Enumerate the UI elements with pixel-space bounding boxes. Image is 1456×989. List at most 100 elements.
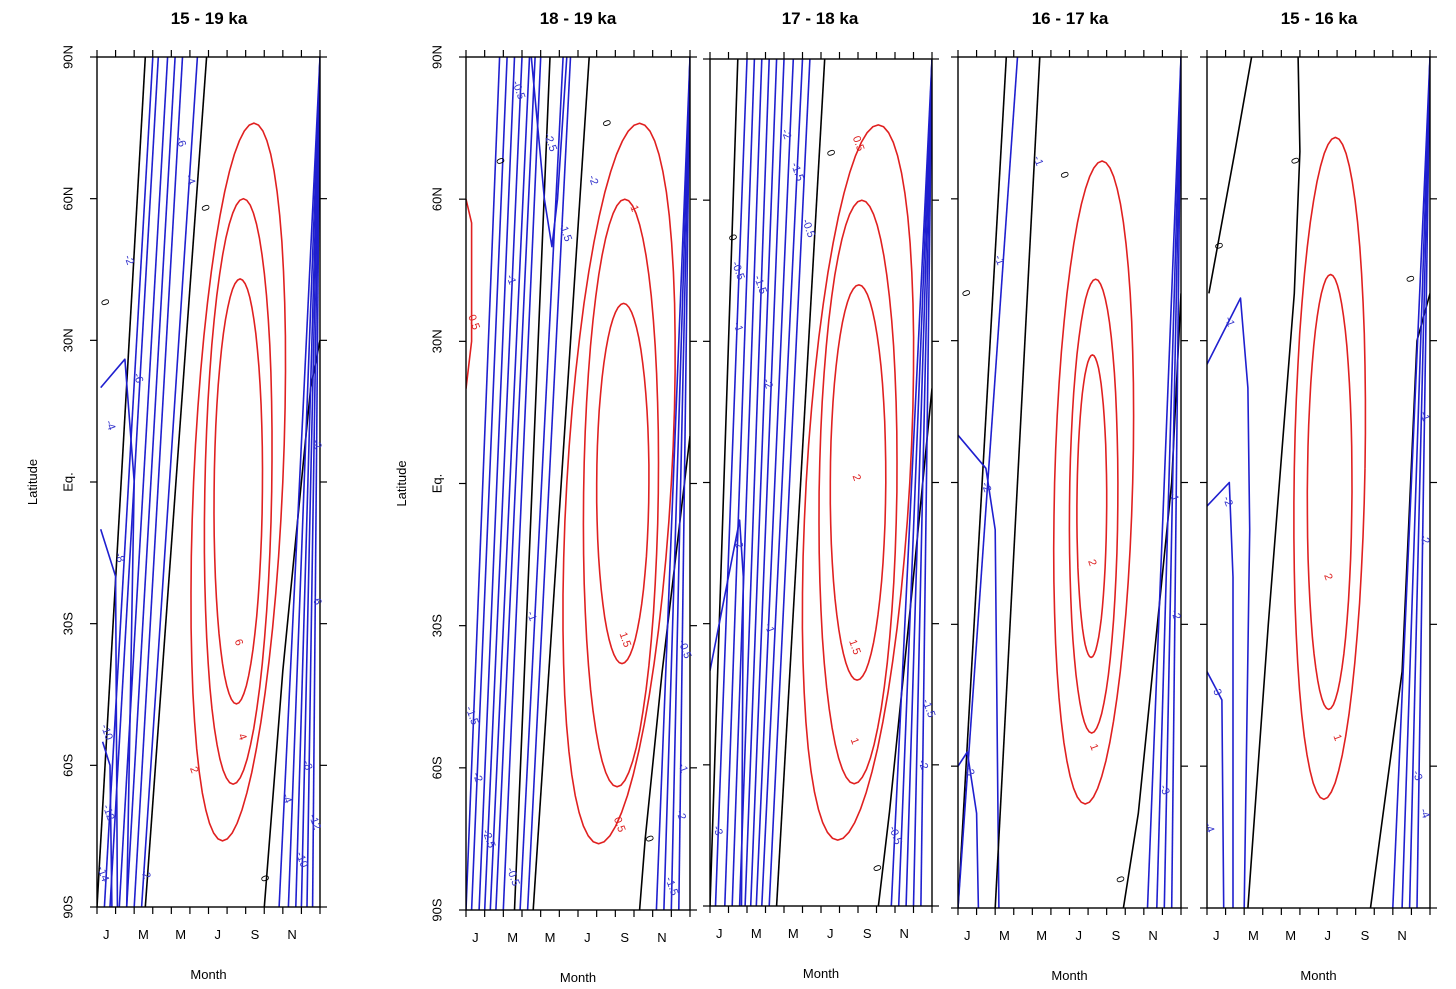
y-tick-label: 30N bbox=[429, 329, 444, 353]
contour-line bbox=[801, 124, 915, 841]
contour-label: -0.5 bbox=[729, 260, 747, 282]
x-axis-label: Month bbox=[190, 967, 226, 982]
contour-label: -1 bbox=[1222, 315, 1237, 328]
contour-label: -4 bbox=[1417, 807, 1432, 820]
contour-line bbox=[655, 57, 690, 910]
contour-line bbox=[495, 57, 536, 910]
contour-label: -4 bbox=[1202, 821, 1217, 834]
contour-label: -1 bbox=[1031, 154, 1046, 167]
contour-line bbox=[775, 59, 826, 906]
contour-line bbox=[1156, 57, 1181, 908]
y-tick-label: 60S bbox=[60, 753, 75, 776]
contour-label: -2 bbox=[121, 253, 136, 266]
contour-label: -1 bbox=[675, 761, 690, 774]
panel-title: 16 - 17 ka bbox=[1032, 9, 1109, 28]
contour-line bbox=[213, 278, 264, 705]
contour-line bbox=[140, 57, 199, 907]
y-tick-label: 90N bbox=[429, 45, 444, 69]
contour-label: 0 bbox=[198, 203, 211, 213]
contour-line bbox=[744, 59, 778, 906]
contour-lines bbox=[1207, 57, 1430, 908]
contour-label: -1.5 bbox=[920, 697, 938, 719]
contour-line bbox=[958, 434, 1000, 908]
y-tick-label: Eq. bbox=[60, 472, 75, 492]
contour-label: -1 bbox=[504, 273, 519, 286]
contour-line bbox=[663, 57, 690, 910]
contour-label: -2 bbox=[916, 758, 931, 771]
contour-line bbox=[897, 59, 932, 906]
contour-line bbox=[562, 122, 676, 845]
contour-line bbox=[118, 57, 169, 907]
x-tick-label: J bbox=[584, 930, 591, 945]
contour-label: -2 bbox=[1417, 533, 1432, 546]
contour-line bbox=[958, 751, 980, 908]
contour-label: -2 bbox=[138, 867, 153, 880]
y-tick-label: 90S bbox=[429, 898, 444, 921]
contour-line bbox=[133, 57, 184, 907]
contour-label: -2 bbox=[779, 128, 794, 141]
x-tick-label: S bbox=[1112, 928, 1121, 943]
contour-label: -8 bbox=[300, 759, 315, 772]
contour-line bbox=[818, 199, 898, 785]
contour-label: -2 bbox=[673, 809, 688, 822]
contour-label: -1 bbox=[992, 254, 1007, 267]
contour-label: -3 bbox=[962, 764, 977, 777]
contour-line bbox=[1247, 57, 1301, 908]
contour-label: -1.5 bbox=[788, 161, 806, 183]
contour-label: -2 bbox=[586, 174, 601, 187]
x-tick-label: M bbox=[507, 930, 518, 945]
contour-line bbox=[530, 57, 568, 248]
contour-line bbox=[829, 284, 887, 681]
x-tick-label: J bbox=[1325, 928, 1332, 943]
contour-line bbox=[502, 57, 542, 910]
contour-line bbox=[738, 59, 770, 906]
y-tick-label: 90S bbox=[60, 895, 75, 918]
contour-line bbox=[1293, 136, 1367, 801]
contour-label: -12 bbox=[100, 803, 117, 822]
x-tick-label: N bbox=[1397, 928, 1406, 943]
contour-line bbox=[710, 519, 745, 906]
contour-line bbox=[724, 59, 756, 906]
x-tick-label: M bbox=[1248, 928, 1259, 943]
x-tick-label: M bbox=[1285, 928, 1296, 943]
y-tick-label: 60N bbox=[429, 187, 444, 211]
panel-title: 15 - 19 ka bbox=[171, 9, 248, 28]
contour-line bbox=[489, 57, 531, 910]
contour-line bbox=[761, 59, 804, 906]
contour-line bbox=[278, 57, 320, 907]
contour-label: -0.5 bbox=[504, 866, 522, 888]
contour-line bbox=[638, 436, 690, 910]
contour-label: 1 bbox=[848, 736, 861, 746]
x-axis-label: Month bbox=[560, 970, 596, 985]
y-tick-label: 60N bbox=[60, 187, 75, 211]
contour-label: -14 bbox=[94, 864, 111, 883]
contour-label: 0 bbox=[1288, 156, 1301, 166]
contour-line bbox=[714, 59, 748, 906]
contour-label: 1 bbox=[1087, 742, 1100, 752]
contour-label: -2 bbox=[731, 537, 746, 550]
contour-label: -3 bbox=[1157, 783, 1172, 796]
contour-line bbox=[1076, 354, 1108, 659]
contour-line bbox=[755, 59, 795, 906]
y-axis-label: Latitude bbox=[394, 460, 409, 506]
contour-line bbox=[97, 57, 147, 907]
panel-title: 18 - 19 ka bbox=[540, 9, 617, 28]
contour-line bbox=[103, 57, 154, 907]
contour-label: -1 bbox=[1166, 490, 1181, 503]
contour-line bbox=[1208, 57, 1253, 294]
contour-line bbox=[749, 59, 785, 906]
contour-line bbox=[1122, 293, 1181, 908]
contour-line bbox=[710, 59, 739, 906]
x-axis-label: Month bbox=[803, 966, 839, 981]
x-tick-label: N bbox=[657, 930, 666, 945]
contour-label: -3 bbox=[1410, 769, 1425, 782]
contour-line bbox=[1207, 671, 1225, 908]
plot-frame bbox=[96, 56, 321, 908]
contour-label: -8 bbox=[112, 551, 127, 564]
contour-line bbox=[1416, 57, 1430, 908]
contour-lines bbox=[710, 59, 932, 906]
contour-label: 0 bbox=[1113, 875, 1126, 885]
contour-line bbox=[466, 199, 473, 389]
contour-label: -1.5 bbox=[556, 221, 574, 243]
